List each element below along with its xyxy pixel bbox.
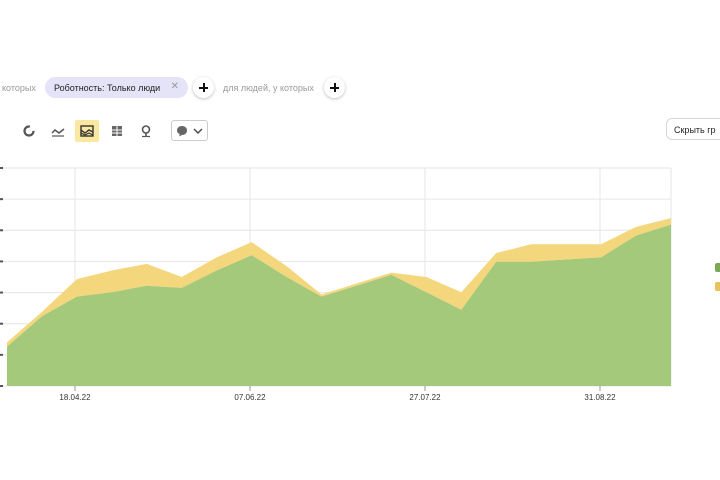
close-icon[interactable]: ✕ <box>170 81 179 92</box>
filter-chip-label: Роботность: Только люди <box>54 83 161 93</box>
x-tick-label: 27.07.22 <box>409 393 441 402</box>
filter-prefix-text: которых <box>2 83 36 93</box>
people-filter-text: для людей, у которых <box>223 83 314 93</box>
hide-chart-button[interactable]: Скрыть гр <box>666 118 720 140</box>
x-tick-label: 31.08.22 <box>584 393 616 402</box>
x-tick-label: 18.04.22 <box>59 393 91 402</box>
stacked-area-chart: 18.04.22 07.06.22 27.07.22 31.08.22 <box>0 167 672 402</box>
table-chart-icon[interactable] <box>105 120 129 142</box>
comment-icon <box>177 126 187 137</box>
series-area-green <box>7 224 671 386</box>
stacked-area-icon[interactable] <box>75 120 99 142</box>
map-pin-icon[interactable] <box>134 120 158 142</box>
legend-green-checkbox[interactable] <box>715 263 720 272</box>
chevron-down-icon <box>193 128 203 134</box>
legend-yellow-checkbox[interactable] <box>715 282 720 291</box>
series-area-yellow <box>7 218 671 347</box>
line-chart-icon[interactable] <box>46 120 70 142</box>
filter-row: которых Роботность: Только люди ✕ для лю… <box>0 75 720 101</box>
x-tick-label: 07.06.22 <box>234 393 266 402</box>
annotations-dropdown[interactable] <box>171 120 208 141</box>
add-people-filter-button[interactable] <box>324 77 345 98</box>
add-filter-button[interactable] <box>193 77 214 98</box>
chart-toolbar <box>0 118 720 144</box>
pie-chart-icon[interactable] <box>17 120 41 142</box>
filter-chip-robot[interactable]: Роботность: Только люди ✕ <box>45 77 188 98</box>
